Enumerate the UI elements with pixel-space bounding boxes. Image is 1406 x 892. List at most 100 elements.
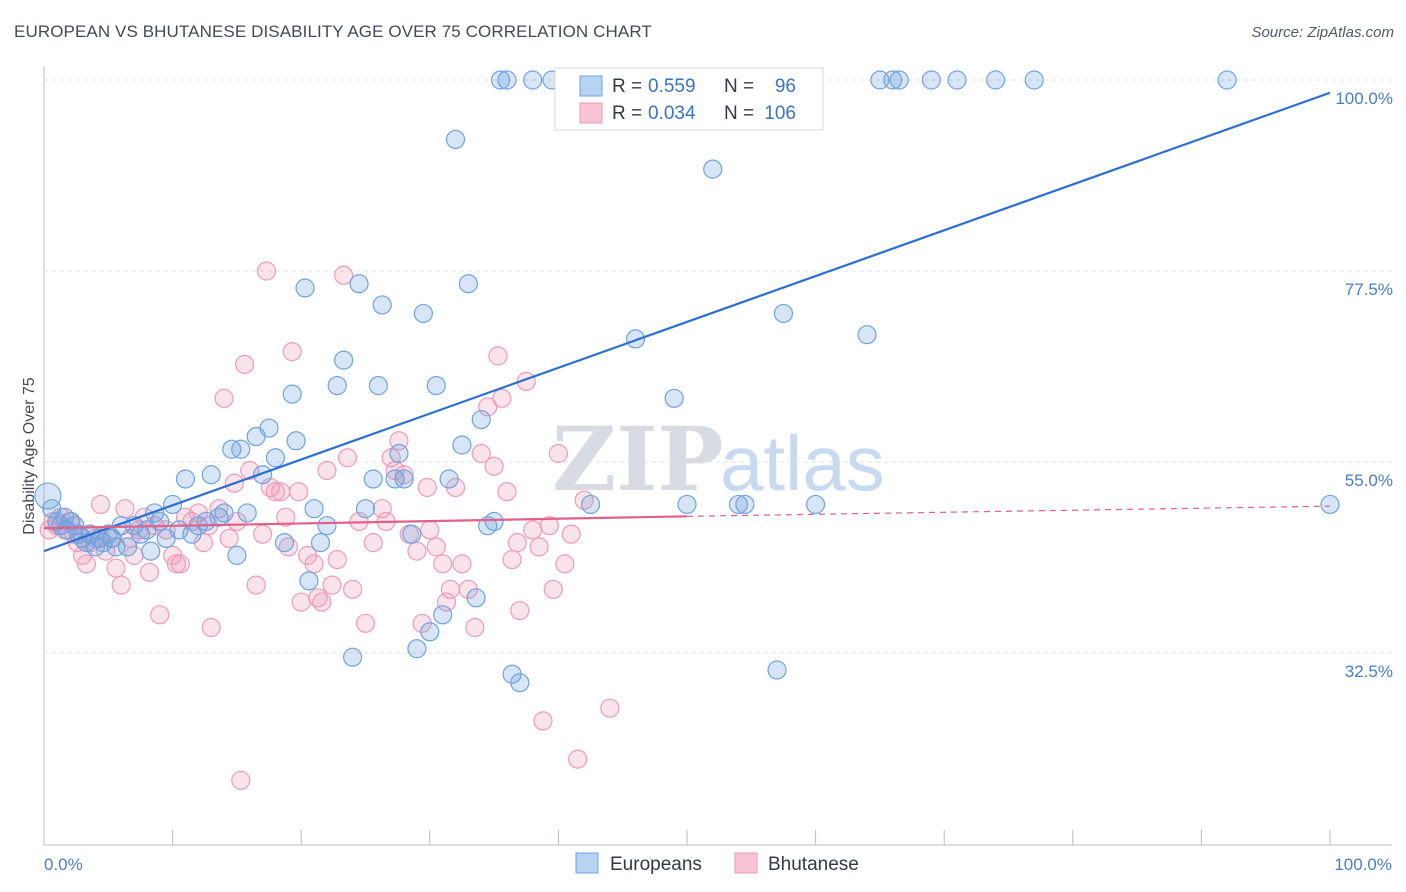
europeans-point: [426, 376, 446, 396]
series-legend: Europeans Bhutanese: [575, 852, 859, 875]
bhutanese-point: [150, 605, 170, 625]
europeans-point: [34, 482, 62, 510]
bhutanese-point: [502, 550, 522, 570]
europeans-point: [677, 494, 697, 515]
europeans-point: [433, 605, 453, 625]
legend-bhutanese-swatch: [734, 852, 758, 874]
bhutanese-point: [394, 465, 414, 485]
bhutanese-point: [291, 592, 311, 612]
bhutanese-point: [106, 558, 126, 578]
europeans-point: [735, 494, 755, 515]
legend-n-label-europeans: N =: [724, 76, 754, 97]
europeans-point: [471, 409, 491, 430]
bhutanese-point: [214, 388, 234, 408]
europeans-point: [664, 388, 684, 408]
europeans-point: [259, 418, 279, 438]
europeans-point: [349, 274, 369, 294]
bhutanese-point: [561, 524, 581, 544]
bhutanese-point: [543, 579, 563, 599]
bhutanese-point: [253, 524, 273, 544]
europeans-point: [1320, 494, 1340, 515]
bhutanese-point: [484, 456, 504, 476]
legend-r-value-europeans: 0.559: [648, 76, 696, 97]
bhutanese-point: [271, 482, 291, 502]
europeans-point: [402, 524, 422, 544]
bhutanese-point: [523, 520, 543, 540]
europeans-point: [452, 435, 472, 455]
bhutanese-trend-line: [43, 515, 688, 530]
europeans-point: [237, 503, 257, 523]
europeans-point: [420, 622, 440, 642]
bhutanese-point: [304, 554, 324, 574]
europeans-point: [767, 660, 787, 680]
europeans-point: [728, 494, 749, 515]
europeans-point: [253, 465, 273, 485]
bhutanese-point: [492, 388, 512, 408]
bhutanese-point: [337, 448, 358, 468]
bhutanese-point: [76, 554, 97, 574]
bhutanese-point: [256, 261, 277, 281]
bhutanese-point: [312, 592, 332, 612]
europeans-point: [227, 545, 247, 565]
bhutanese-point: [219, 528, 239, 549]
europeans-point: [439, 469, 459, 489]
y-tick-label-32.5: 32.5%: [1345, 662, 1393, 681]
bhutanese-point: [231, 770, 251, 790]
x-axis-ticks: [43, 830, 1331, 845]
europeans-point: [773, 303, 794, 324]
watermark-atlas: atlas: [720, 419, 885, 507]
europeans-point: [484, 511, 504, 532]
bhutanese-point: [265, 482, 286, 502]
series-bhutanese-points: [39, 261, 620, 790]
bhutanese-point: [322, 575, 342, 595]
bhutanese-point: [115, 499, 135, 519]
legend-swatch-bhutanese: [579, 102, 603, 124]
bhutanese-point: [372, 499, 392, 519]
legend-bhutanese-label: Bhutanese: [768, 854, 859, 875]
bhutanese-point: [452, 554, 472, 574]
y-tick-label-100: 100.0%: [1335, 89, 1393, 108]
europeans-point: [201, 465, 221, 485]
chart-title: EUROPEAN VS BHUTANESE DISABILITY AGE OVE…: [14, 22, 652, 41]
europeans-point: [445, 129, 466, 150]
bhutanese-point: [497, 482, 517, 502]
bhutanese-point: [420, 520, 440, 540]
bhutanese-point: [282, 342, 302, 362]
europeans-point: [274, 533, 295, 553]
europeans-point: [1217, 70, 1237, 90]
europeans-point: [889, 70, 909, 90]
bhutanese-point: [555, 554, 575, 574]
bhutanese-point: [334, 265, 354, 285]
bhutanese-point: [201, 617, 221, 638]
bhutanese-point: [289, 482, 309, 502]
bhutanese-point: [343, 579, 363, 599]
y-tick-label-55: 55.0%: [1345, 471, 1393, 490]
europeans-point: [327, 376, 347, 396]
europeans-point: [625, 329, 646, 349]
europeans-point: [857, 325, 877, 345]
europeans-point: [805, 494, 826, 515]
europeans-point: [106, 537, 126, 557]
bhutanese-point: [507, 533, 527, 553]
europeans-point: [510, 673, 530, 693]
europeans-point: [117, 537, 138, 557]
bhutanese-trend-extension: [686, 505, 1331, 517]
bhutanese-point: [510, 600, 530, 621]
europeans-point: [343, 647, 363, 667]
bhutanese-point: [327, 550, 347, 570]
europeans-trend-line: [43, 91, 1331, 553]
legend-r-label-europeans: R =: [612, 76, 642, 97]
legend-n-value-bhutanese: 106: [764, 103, 796, 124]
legend-r-value-bhutanese: 0.034: [648, 103, 696, 124]
bhutanese-point: [139, 562, 160, 582]
bhutanese-point: [426, 537, 446, 557]
europeans-point: [282, 384, 302, 404]
bhutanese-point: [240, 460, 260, 481]
europeans-point: [883, 70, 903, 90]
europeans-point: [265, 448, 286, 468]
europeans-point: [334, 350, 354, 370]
series-europeans-points: [34, 70, 1340, 693]
europeans-point: [214, 503, 234, 523]
watermark-zip: ZIP: [552, 407, 724, 511]
